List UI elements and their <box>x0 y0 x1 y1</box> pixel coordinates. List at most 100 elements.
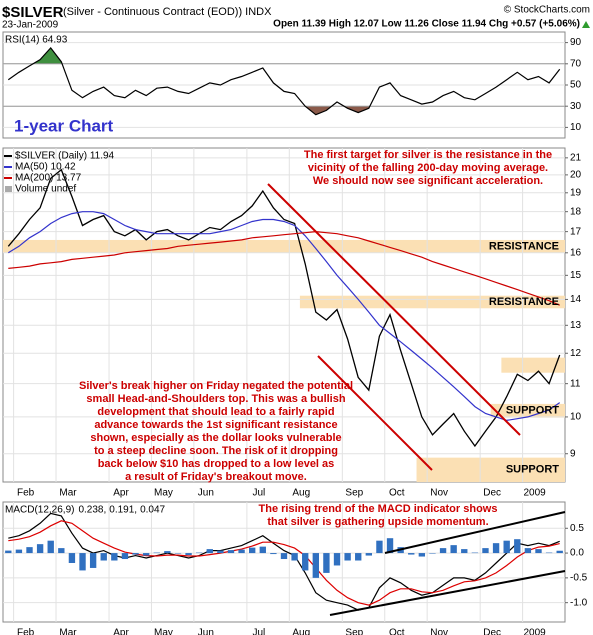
x-tick-label: Mar <box>59 488 77 499</box>
y-tick-label: -0.5 <box>570 573 588 584</box>
panel <box>2 147 568 483</box>
y-tick-label: 12 <box>570 348 582 359</box>
histogram-bar <box>291 553 298 561</box>
histogram-bar <box>535 549 542 554</box>
histogram-bar <box>153 552 160 554</box>
histogram-bar <box>302 553 309 571</box>
histogram-bar <box>524 548 532 554</box>
histogram-bar <box>238 549 245 554</box>
trend-line <box>384 511 566 554</box>
panel-frame <box>2 147 566 483</box>
x-tick-label: Mar <box>59 628 77 635</box>
legend-entry: RSI(14) 64.93 <box>5 35 68 46</box>
histogram-bar <box>429 553 436 554</box>
y-tick-label: 10 <box>570 412 582 423</box>
histogram-bar <box>545 552 553 554</box>
annotation: Silver's break higher on Friday negated … <box>79 380 353 392</box>
x-tick-label: Sep <box>345 628 363 635</box>
histogram-bar <box>111 553 118 561</box>
annotation: shown, especially as the dollar looks vu… <box>90 432 341 444</box>
series-line <box>7 168 561 448</box>
x-tick-label: 2009 <box>523 488 546 499</box>
channel-line <box>267 183 521 436</box>
x-tick-label: Nov <box>430 628 448 635</box>
histogram-bar <box>195 552 203 554</box>
histogram-bar <box>58 548 65 554</box>
histogram-bar <box>227 550 235 554</box>
x-tick-label: Aug <box>292 628 310 635</box>
annotation: vicinity of the falling 200-day moving a… <box>308 162 548 174</box>
y-tick-label: 16 <box>570 247 582 258</box>
x-tick-label: Jun <box>198 488 214 499</box>
histogram-bar <box>408 553 415 555</box>
x-tick-label: Feb <box>17 628 35 635</box>
histogram-bar <box>206 549 213 554</box>
y-tick-label: 90 <box>570 37 582 48</box>
histogram-bar <box>121 553 129 560</box>
y-tick-label: 17 <box>570 226 582 237</box>
y-tick-label: 9 <box>570 448 576 459</box>
series-line <box>7 46 561 116</box>
annotation: a result of Friday's breakout move. <box>125 471 307 483</box>
zone-label: RESISTANCE <box>489 296 559 308</box>
date: 23-Jan-2009 <box>2 20 59 31</box>
histogram-bar <box>68 553 76 563</box>
panel <box>2 501 568 623</box>
annotation: advance towards the 1st significant resi… <box>94 419 337 431</box>
series-line <box>7 211 561 422</box>
legend-entry: MA(200) 13.77 <box>15 173 82 184</box>
histogram-bar <box>482 548 489 554</box>
histogram-bar <box>333 553 341 566</box>
zone <box>416 457 565 482</box>
histogram-bar <box>344 553 351 561</box>
x-tick-label: Nov <box>430 488 448 499</box>
histogram-bar <box>312 553 319 578</box>
legend-swatch <box>5 186 12 192</box>
x-tick-label: Feb <box>17 488 35 499</box>
legend-entry: 0.191, <box>109 505 137 516</box>
histogram-bar <box>174 553 182 554</box>
panel <box>2 31 568 139</box>
x-tick-label: Sep <box>345 488 363 499</box>
y-tick-label: 14 <box>570 294 582 305</box>
y-tick-label: 30 <box>570 101 582 112</box>
y-tick-label: 13 <box>570 320 582 331</box>
y-tick-label: 10 <box>570 122 582 133</box>
histogram-bar <box>26 547 33 554</box>
zone <box>3 239 565 253</box>
period-label: 1-year Chart <box>14 116 114 135</box>
x-tick-label: Apr <box>113 628 129 635</box>
x-tick-label: May <box>154 628 173 635</box>
legend-entry: Volume undef <box>15 184 76 195</box>
y-tick-label: 18 <box>570 206 582 217</box>
histogram-bar <box>259 546 266 554</box>
legend-entry: MA(50) 10.42 <box>15 162 76 173</box>
annotation: that silver is gathering upside momentum… <box>267 516 488 528</box>
annotation: to a steep decline soon. The risk of it … <box>94 445 338 457</box>
x-tick-label: Apr <box>113 488 129 499</box>
histogram-bar <box>36 544 44 554</box>
series-line <box>8 520 560 606</box>
histogram-bar <box>15 549 23 554</box>
legend-entry: $SILVER (Daily) 11.94 <box>15 151 115 162</box>
x-tick-label: Jul <box>252 628 265 635</box>
histogram-bar <box>514 539 521 554</box>
up-arrow <box>582 21 590 28</box>
annotation: The rising trend of the MACD indicator s… <box>259 503 498 515</box>
histogram-bar <box>132 553 139 555</box>
y-tick-label: 19 <box>570 187 582 198</box>
x-tick-label: Jul <box>252 488 265 499</box>
copyright: © StockCharts.com <box>504 5 590 16</box>
y-tick-label: -1.0 <box>570 597 588 608</box>
histogram-bar <box>461 549 468 554</box>
histogram-bar <box>270 553 277 555</box>
histogram-bar <box>280 553 288 560</box>
zone <box>490 403 565 418</box>
y-tick-label: 0.5 <box>570 523 584 534</box>
histogram-bar <box>47 540 54 554</box>
legend-entry: 0.047 <box>140 505 165 516</box>
histogram-bar <box>492 543 500 554</box>
zone <box>299 295 565 309</box>
histogram-bar <box>418 553 426 557</box>
